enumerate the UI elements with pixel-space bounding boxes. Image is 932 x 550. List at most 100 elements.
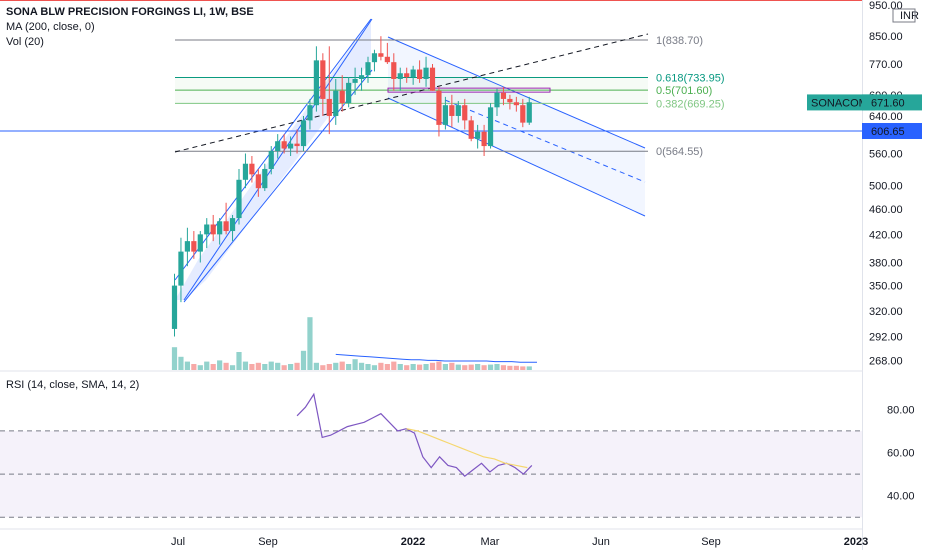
volume-bar: [217, 360, 223, 370]
price-axis-tick: 560.00: [869, 148, 903, 160]
time-axis-tick: 2023: [844, 536, 868, 548]
volume-bar: [449, 362, 455, 370]
candle-body: [475, 131, 481, 139]
candle-body: [268, 150, 274, 169]
candle-body: [423, 67, 429, 79]
ascending-channel-upper: [183, 18, 373, 301]
volume-bar: [281, 365, 287, 370]
volume-bar: [494, 364, 500, 370]
legend-ma: MA (200, close, 0): [6, 21, 95, 33]
volume-bar: [423, 364, 429, 370]
volume-bar: [326, 364, 332, 370]
volume-bar: [455, 364, 461, 370]
volume-bar: [268, 361, 274, 370]
candle-body: [210, 224, 216, 235]
volume-bar: [487, 364, 494, 370]
candle-body: [410, 69, 416, 78]
candle-body: [262, 168, 268, 189]
volume-bar: [442, 364, 448, 370]
candle-body: [300, 120, 307, 147]
time-axis-tick: 2022: [401, 536, 425, 548]
rsi-band-fill: [0, 430, 862, 518]
descending-channel-lower: [387, 97, 646, 217]
last-price-value: 671.60: [871, 97, 905, 109]
candle-body: [507, 98, 513, 103]
candle-body: [333, 90, 339, 116]
candle-body: [171, 285, 178, 329]
candle-body: [217, 221, 223, 235]
volume-bar: [462, 365, 468, 370]
candle-body: [204, 224, 210, 235]
currency-label: INR: [900, 10, 919, 22]
fib-level-label: 0.382(669.25): [656, 98, 725, 110]
candle-body: [417, 69, 423, 79]
candle-body: [404, 73, 410, 78]
candle-body: [242, 163, 249, 180]
rsi-axis-tick: 80.00: [887, 404, 915, 416]
fib-level-label: 0(564.55): [656, 146, 703, 158]
volume-bar: [352, 359, 358, 370]
candle-body: [178, 251, 184, 286]
candle-body: [455, 105, 461, 116]
candle-body: [371, 53, 378, 63]
candle-body: [294, 143, 300, 147]
ascending-channel-lower: [183, 69, 373, 303]
volume-bar: [346, 364, 352, 370]
volume-bar: [378, 362, 384, 370]
volume-bar: [358, 362, 365, 370]
rsi-line: [296, 392, 533, 478]
price-axis-tick: 320.00: [869, 306, 903, 318]
volume-bar: [384, 364, 390, 370]
candle-body: [281, 141, 287, 149]
rsi-ma-line: [406, 428, 528, 469]
dashed-trendline: [174, 33, 649, 153]
price-axis-tick: 420.00: [869, 229, 903, 241]
candle-body: [397, 73, 403, 79]
candle-body: [391, 62, 397, 79]
volume-bar: [500, 365, 507, 370]
candle-body: [468, 120, 474, 139]
price-axis-tick: 500.00: [869, 180, 903, 192]
volume-bar: [320, 365, 326, 370]
candle-body: [249, 163, 255, 175]
candle-body: [223, 221, 229, 232]
volume-bar: [313, 362, 319, 370]
volume-bar: [255, 362, 261, 370]
candle-body: [487, 107, 494, 147]
volume-bar: [307, 317, 313, 370]
candle-body: [236, 179, 242, 219]
last-price-tag: [862, 94, 922, 111]
volume-bar: [429, 362, 436, 370]
candle-body: [365, 62, 371, 76]
volume-bar: [294, 362, 300, 370]
legend-rsi: RSI (14, close, SMA, 14, 2): [6, 379, 140, 391]
candle-body: [513, 102, 519, 106]
fib-level-label: 0.5(701.60): [656, 85, 712, 97]
horizontal-level-value: 606.65: [871, 126, 905, 138]
candle-body: [526, 102, 532, 123]
price-axis-tick: 850.00: [869, 31, 903, 43]
volume-bar: [365, 364, 371, 370]
volume-bar: [204, 361, 210, 370]
descending-channel-fill: [388, 37, 645, 216]
volume-bar: [371, 365, 378, 370]
candle-body: [288, 143, 294, 149]
candle-body: [313, 60, 319, 106]
rsi-axis-tick: 40.00: [887, 491, 915, 503]
candle-body: [500, 92, 507, 99]
price-axis-tick: 268.00: [869, 356, 903, 368]
volume-bar: [475, 364, 481, 370]
candle-body: [442, 105, 448, 125]
volume-bar: [526, 366, 532, 370]
volume-bar: [520, 366, 526, 370]
candle-body: [449, 105, 455, 116]
price-axis-tick: 380.00: [869, 257, 903, 269]
currency-box: [892, 8, 916, 23]
volume-bar: [404, 365, 410, 370]
fib-level-label: 0.618(733.95): [656, 72, 725, 84]
symbol-tag: [807, 94, 875, 111]
volume-bar: [417, 364, 423, 370]
candle-body: [462, 105, 468, 121]
candle-body: [436, 90, 442, 125]
